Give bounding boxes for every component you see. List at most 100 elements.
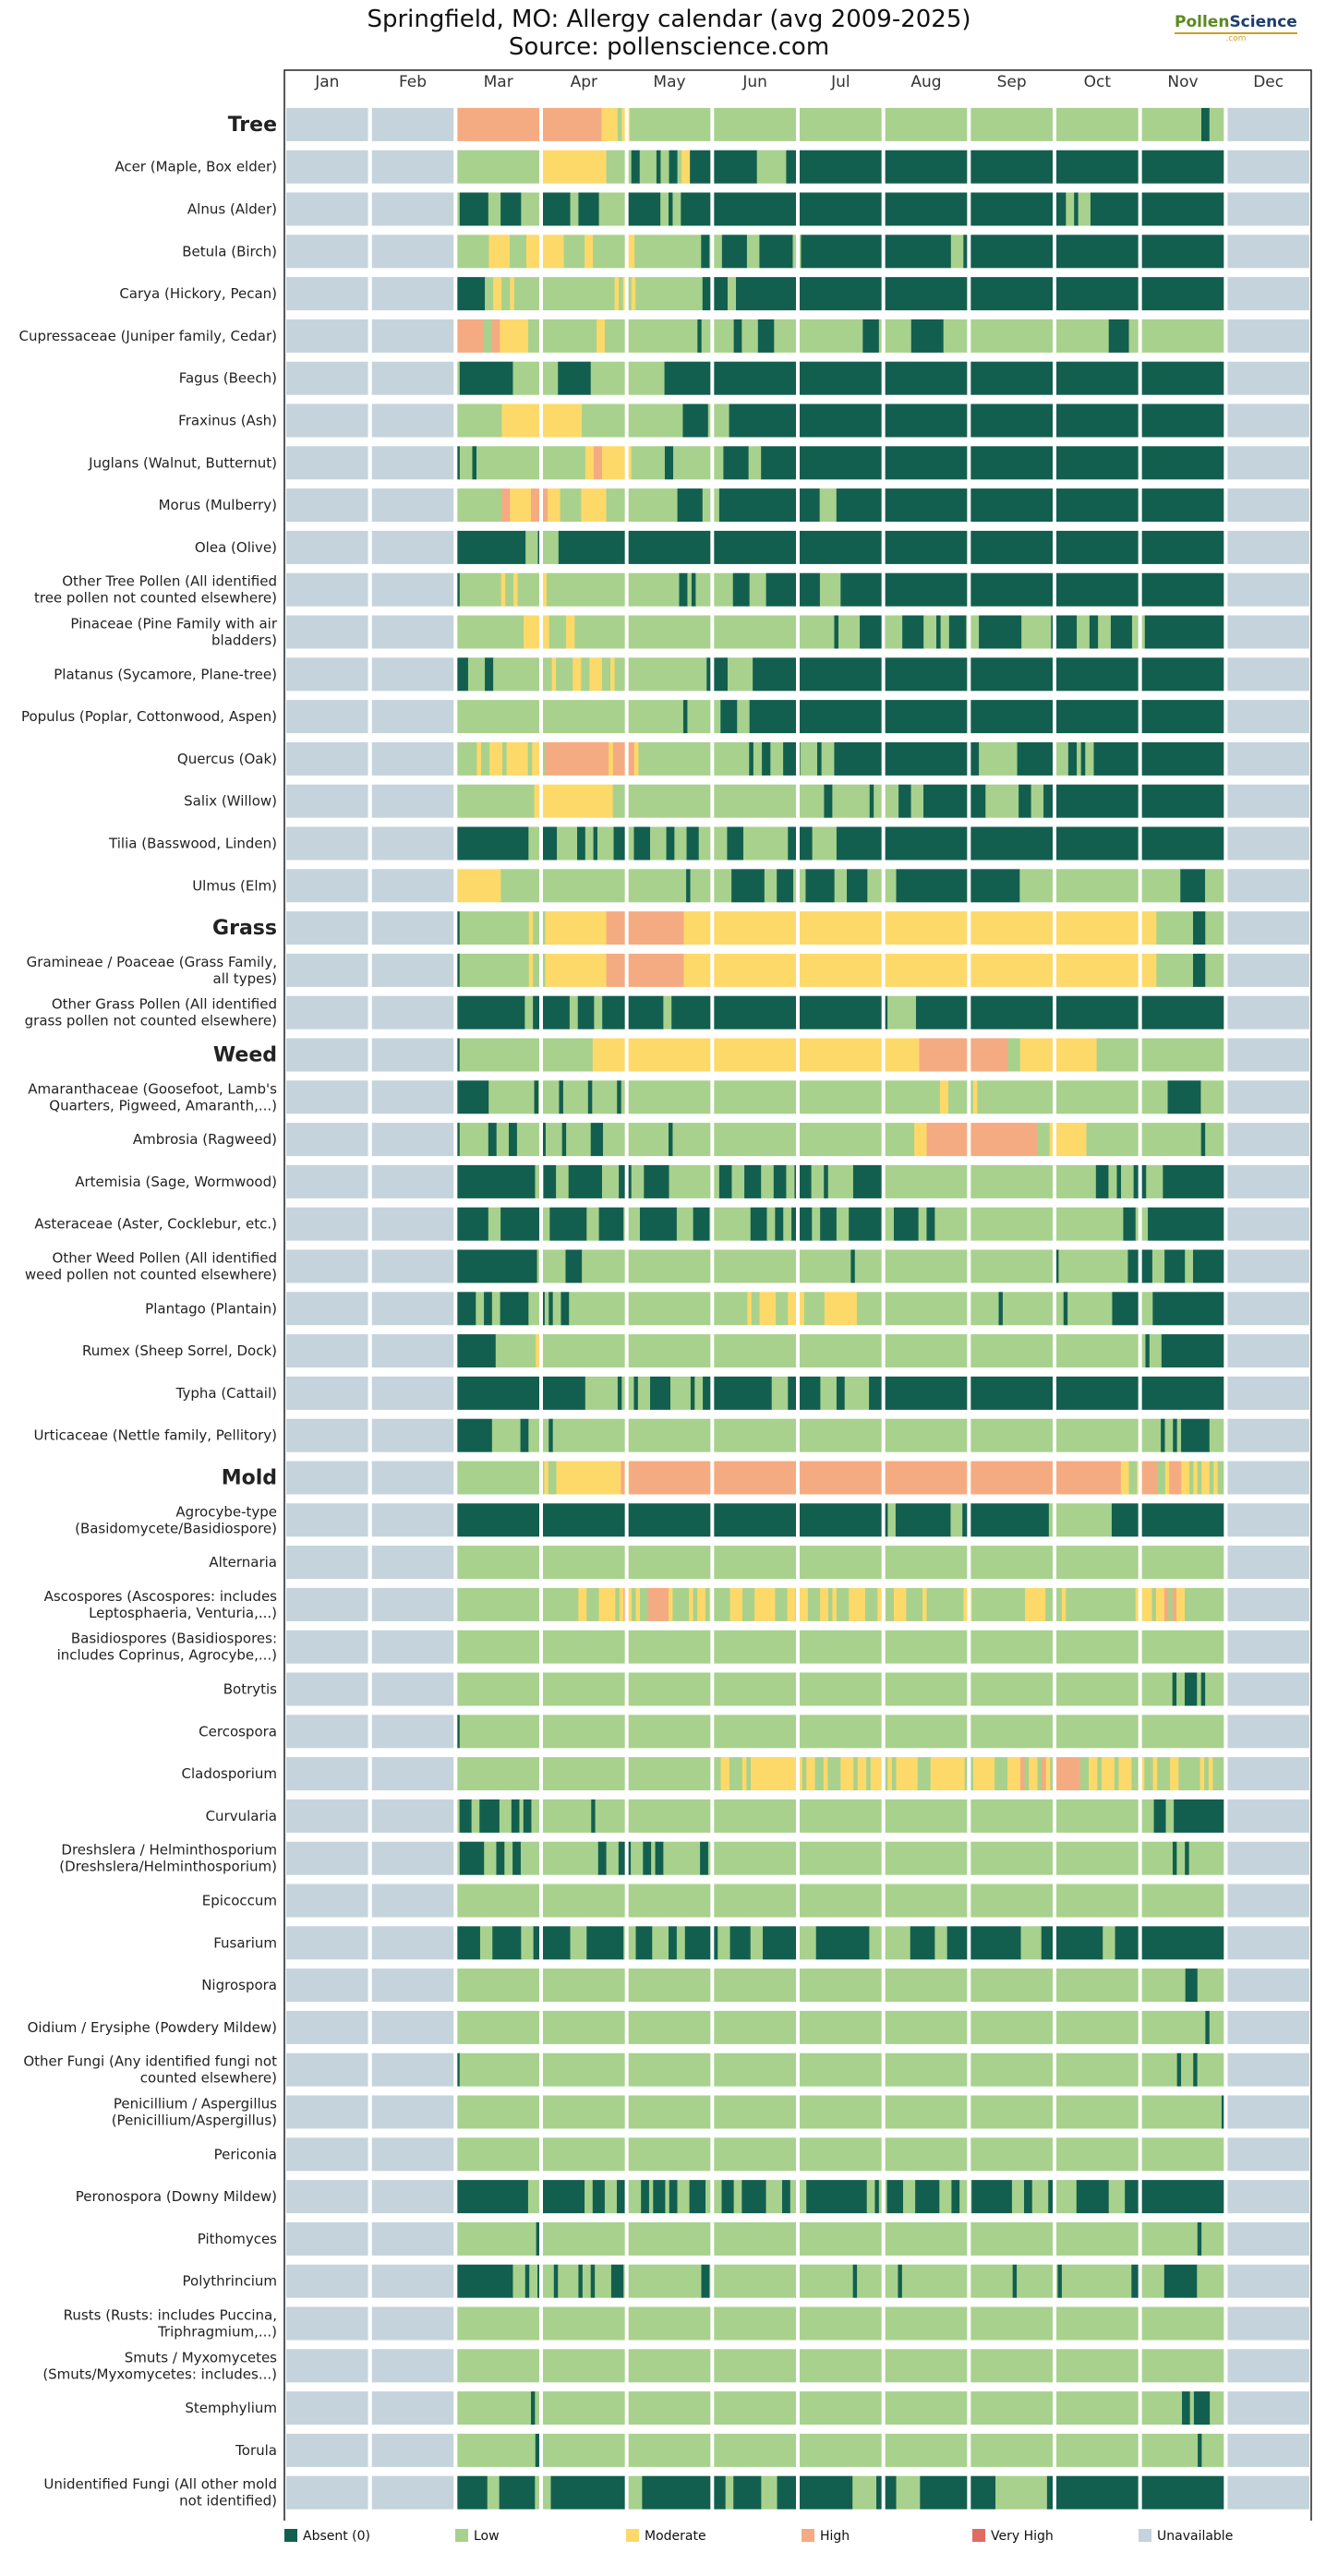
segment-low-peronospora-downy-mildew	[1031, 2180, 1049, 2214]
segment-low-platanus-sycamore-plane-tree	[467, 657, 486, 692]
cell-unavailable-fusarium-jan	[286, 1926, 368, 1960]
segment-low-plantago-plantain	[569, 1292, 748, 1326]
month-separator	[368, 1840, 372, 1876]
segment-moderate-platanus-sycamore-plane-tree	[573, 657, 582, 692]
segment-moderate-ascospores-ascospores-includes-leptospha	[1176, 1587, 1186, 1621]
segment-absent-tilia-basswood-linden	[788, 826, 814, 861]
segment-absent-plantago-plantain	[561, 1292, 570, 1326]
row-label: Salix (Willow)	[184, 793, 277, 810]
month-separator	[624, 234, 629, 270]
segment-moderate-cladosporium	[930, 1757, 966, 1791]
segment-low-tilia-basswood-linden	[557, 826, 578, 861]
segment-low-unidentified-fungi-all-other-mold-not-id	[535, 2475, 551, 2510]
segment-absent-platanus-sycamore-plane-tree	[706, 657, 729, 692]
segment-absent-typha-cattail	[650, 1376, 671, 1410]
segment-low-mold	[455, 1461, 545, 1495]
month-separator	[967, 1163, 971, 1199]
row-label-line: Stemphylium	[185, 2400, 277, 2416]
cell-unavailable-torula-feb	[371, 2433, 454, 2467]
month-separator	[539, 2348, 543, 2384]
cell-unavailable-agrocybe-type-basidomycete-basidiospore-dec	[1227, 1503, 1309, 1537]
row-label: Juglans (Walnut, Butternut)	[88, 454, 277, 471]
month-separator	[796, 1248, 800, 1284]
segment-moderate-carya-hickory-pecan	[493, 277, 502, 311]
segment-moderate-ascospores-ascospores-includes-leptospha	[849, 1587, 866, 1621]
segment-low-other-weed-pollen-all-identified-weed-po	[1185, 1249, 1194, 1283]
month-separator	[368, 825, 372, 861]
row-label-line: Rusts (Rusts: includes Puccina,	[64, 2307, 277, 2324]
month-separator	[624, 1206, 629, 1242]
month-separator	[710, 952, 715, 988]
row-label-line: Typha (Cattail)	[175, 1385, 277, 1402]
month-separator	[881, 572, 886, 608]
segment-low-salix-willow	[455, 784, 535, 818]
segment-low-carya-hickory-pecan	[619, 277, 624, 311]
row-label: Torula	[235, 2442, 277, 2459]
month-separator	[453, 445, 458, 481]
segment-low-cupressaceae-juniper-family-cedar	[483, 319, 493, 353]
segment-low-weed	[459, 1038, 594, 1072]
month-separator	[539, 1925, 543, 1961]
segment-absent-other-weed-pollen-all-identified-weed-po	[455, 1249, 537, 1283]
month-separator	[1138, 2263, 1142, 2299]
segment-absent-dreshslera-helminthosporium-dreshslera-h	[700, 1841, 709, 1875]
cell-unavailable-nigrospora-jan	[286, 1968, 368, 2003]
segment-absent-tilia-basswood-linden	[577, 826, 586, 861]
month-separator	[710, 1206, 715, 1242]
segment-low-mold	[1128, 1461, 1138, 1495]
segment-low-artemisia-sage-wormwood	[731, 1164, 745, 1198]
segment-moderate-grass	[683, 911, 1157, 945]
month-separator	[368, 614, 372, 650]
month-separator	[796, 1460, 800, 1496]
segment-low-weed	[1096, 1038, 1226, 1072]
month-separator	[1223, 403, 1228, 439]
segment-absent-salix-willow	[898, 784, 911, 818]
segment-low-amaranthaceae-goosefoot-lamb-s-quarters-	[621, 1080, 941, 1114]
cell-unavailable-asteraceae-aster-cocklebur-etc-dec	[1227, 1207, 1309, 1241]
segment-moderate-cladosporium	[1089, 1757, 1098, 1791]
month-separator	[368, 360, 372, 396]
month-separator	[453, 783, 458, 819]
month-separator	[453, 1714, 458, 1750]
month-separator	[539, 1714, 543, 1750]
month-separator	[710, 1756, 715, 1792]
month-separator	[796, 1883, 800, 1919]
segment-absent-artemisia-sage-wormwood	[644, 1164, 669, 1198]
segment-low-artemisia-sage-wormwood	[556, 1164, 570, 1198]
segment-absent-pinaceae-pine-family-with-air-bladders	[834, 615, 839, 649]
month-separator	[796, 106, 800, 142]
month-separator	[881, 656, 886, 692]
month-separator	[1223, 2305, 1228, 2341]
month-separator	[453, 1163, 458, 1199]
month-separator	[1053, 1925, 1056, 1961]
row-label: Ambrosia (Ragweed)	[133, 1131, 277, 1148]
cell-unavailable-typha-cattail-dec	[1227, 1376, 1309, 1410]
segment-low-mold	[1197, 1461, 1202, 1495]
segment-moderate-ascospores-ascospores-includes-leptospha	[619, 1587, 624, 1621]
segment-moderate-quercus-oak	[633, 741, 639, 776]
segment-low-dreshslera-helminthosporium-dreshslera-h	[1188, 1841, 1226, 1875]
month-separator	[624, 614, 629, 650]
month-separator	[881, 1375, 886, 1411]
segment-absent-dreshslera-helminthosporium-dreshslera-h	[496, 1841, 505, 1875]
month-separator	[1138, 1883, 1142, 1919]
segment-low-populus-poplar-cottonwood-aspen	[737, 700, 751, 734]
month-separator	[1138, 1968, 1142, 2004]
month-separator	[967, 1291, 971, 1327]
legend-item-absent: Absent (0)	[284, 2528, 370, 2545]
month-separator	[624, 1333, 629, 1369]
cell-unavailable-dreshslera-helminthosporium-dreshslera-h-jan	[286, 1841, 368, 1875]
segment-absent-polythrincium	[1057, 2264, 1063, 2298]
segment-low-quercus-oak	[753, 741, 763, 776]
month-separator	[1053, 1291, 1056, 1327]
cell-unavailable-alnus-alder-feb	[371, 192, 454, 226]
segment-low-fusarium	[869, 1926, 911, 1960]
segment-low-carya-hickory-pecan	[513, 277, 615, 311]
segment-moderate-ascospores-ascospores-includes-leptospha	[689, 1587, 694, 1621]
segment-low-cladosporium	[1024, 1757, 1030, 1791]
cell-unavailable-fagus-beech-dec	[1227, 361, 1309, 395]
segment-high-morus-mulberry	[501, 488, 511, 523]
segment-absent-unidentified-fungi-all-other-mold-not-id	[920, 2475, 996, 2510]
cell-unavailable-juglans-walnut-butternut-dec	[1227, 446, 1309, 480]
cell-unavailable-asteraceae-aster-cocklebur-etc-jan	[286, 1207, 368, 1241]
